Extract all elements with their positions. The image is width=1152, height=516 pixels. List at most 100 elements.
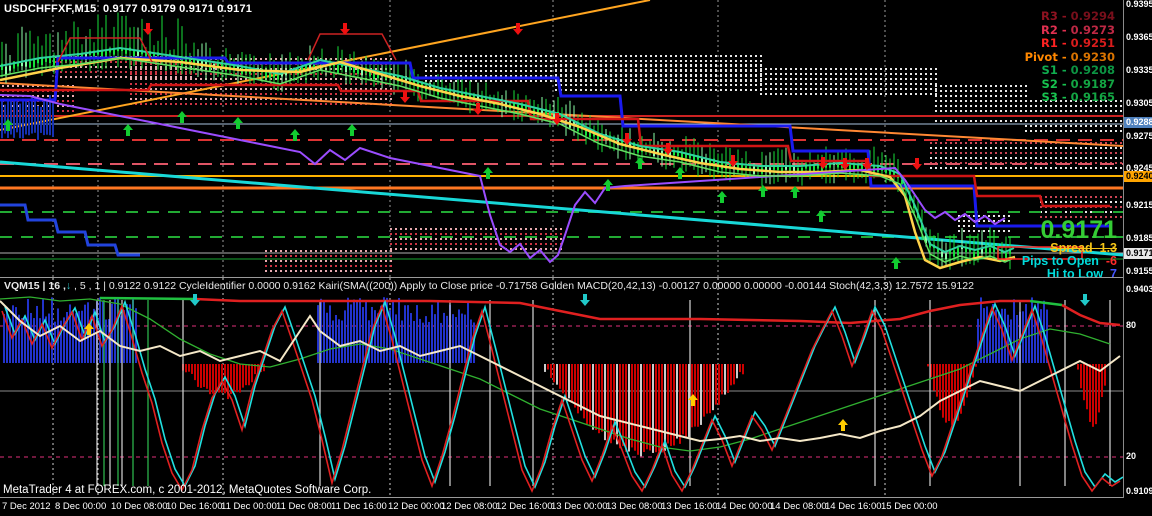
pivot-label: S2: [1041, 76, 1058, 91]
pivot-sep: -: [1057, 9, 1071, 23]
time-label: 14 Dec 08:00: [770, 501, 827, 512]
moving-averages: [0, 46, 1016, 270]
symbol-period: USDCHFFXF,M15: [4, 3, 97, 15]
indicator-axis-sub-bottom: 0.9109: [1126, 486, 1152, 496]
price-tick: 0.9275: [1126, 131, 1152, 141]
indicator-header: VQM15 | 16 ,↓ , 5 , 1 | 0.9122 0.9122 Cy…: [4, 280, 974, 292]
price-tick: 0.9335: [1126, 65, 1152, 75]
pivot-sep: -: [1057, 90, 1071, 104]
time-label: 14 Dec 00:00: [716, 501, 773, 512]
pivot-row-r3: R3 - 0.9294: [1025, 9, 1115, 24]
trend-lines: [0, 0, 1123, 257]
pips-value: -6: [1105, 254, 1117, 268]
pivot-value: 0.9251: [1070, 36, 1115, 50]
quote-box: 0.9171 Spread 1.3 Pips to Open -6 Hi to …: [1022, 218, 1117, 278]
indicator-values: , 5 , 1 | 0.9122 0.9122 CycleIdentifier …: [71, 280, 974, 292]
indicator-axis-sub-low: 20: [1126, 451, 1137, 461]
sell-arrows: [143, 23, 922, 170]
price-axis[interactable]: 0.9395 0.9365 0.9335 0.9305 0.9275 0.9245 0.92…: [1123, 0, 1152, 498]
price-tick: 0.9305: [1126, 98, 1152, 108]
time-label: 11 Dec 00:00: [221, 501, 277, 512]
hilo-label: Hi to Low: [1046, 267, 1111, 278]
up-signal-arrows: [84, 323, 848, 431]
time-label: 15 Dec 00:00: [881, 501, 938, 512]
time-label: 7 Dec 2012: [2, 501, 51, 512]
indicator-subwindow[interactable]: VQM15 | 16 ,↓ , 5 , 1 | 0.9122 0.9122 Cy…: [0, 278, 1123, 498]
pivot-levels-panel: R3 - 0.9294 R2 - 0.9273 R1 - 0.9251 Pivot -…: [1024, 9, 1115, 105]
red-signal-hats: [57, 33, 397, 63]
pivot-value: 0.9230: [1070, 49, 1115, 64]
pivot-row-pivot: Pivot - 0.9230: [1024, 49, 1115, 65]
spread-row: Spread 1.3: [1022, 242, 1117, 255]
time-label: 12 Dec 08:00: [441, 501, 498, 512]
main-chart-panel[interactable]: USDCHFFXF,M15 0.9177 0.9179 0.9171 0.917…: [0, 0, 1123, 278]
price-tick: 0.9365: [1126, 32, 1152, 42]
time-label: 10 Dec 08:00: [111, 501, 168, 512]
price-tick: 0.9155: [1126, 266, 1152, 276]
param-down-arrow-icon: ↓: [65, 280, 72, 292]
pips-to-open-row: Pips to Open -6: [1022, 255, 1117, 268]
pivot-value: 0.9294: [1070, 9, 1115, 23]
pivot-row-s3: S3 - 0.9165: [1025, 90, 1115, 105]
current-price: 0.9171: [1040, 216, 1117, 244]
pivot-row-s2: S2 - 0.9187: [1025, 76, 1115, 92]
time-label: 13 Dec 00:00: [551, 501, 608, 512]
overbought-oversold-levels: [0, 325, 1123, 458]
pivot-label: S1: [1041, 63, 1058, 77]
candlesticks: [1, 12, 1011, 270]
time-label: 11 Dec 08:00: [276, 501, 332, 512]
pivot-row-r1: R1 - 0.9251: [1025, 36, 1115, 51]
pivot-value: 0.9208: [1070, 63, 1115, 77]
time-label: 10 Dec 16:00: [166, 501, 223, 512]
down-signal-arrows: [190, 294, 1090, 306]
pivot-label: R1: [1040, 36, 1058, 50]
pivot-label: Pivot: [1024, 49, 1058, 64]
pivot-sep: -: [1057, 49, 1071, 64]
copyright-text: MetaTrader 4 at FOREX.com, c 2001-2012, …: [3, 484, 372, 496]
indicator-canvas[interactable]: [0, 278, 1123, 497]
pivot-sep: -: [1057, 36, 1071, 50]
indicator-axis-sub-high: 80: [1126, 320, 1137, 330]
price-tag: 0.9240: [1124, 171, 1152, 182]
hilo-value: 7: [1110, 267, 1117, 278]
time-label: 8 Dec 00:00: [55, 501, 107, 512]
time-label: 13 Dec 16:00: [661, 501, 718, 512]
hi-to-low-row: Hi to Low 7: [1022, 268, 1117, 278]
price-tick: 0.9215: [1126, 200, 1152, 210]
time-label: 12 Dec 16:00: [496, 501, 553, 512]
time-label: 14 Dec 16:00: [825, 501, 882, 512]
pivot-value: 0.9273: [1070, 22, 1115, 37]
pivot-row-r2: R2 - 0.9273: [1025, 22, 1115, 38]
chart-title: USDCHFFXF,M15 0.9177 0.9179 0.9171 0.917…: [4, 3, 252, 15]
signal-red-box: [997, 246, 1083, 260]
ohlc-readout: 0.9177 0.9179 0.9171 0.9171: [102, 3, 253, 15]
pivot-value: 0.9187: [1070, 76, 1115, 91]
price-tick: 0.9185: [1126, 233, 1152, 243]
price-tag: 0.9171: [1124, 248, 1152, 259]
pivot-label: R3: [1040, 9, 1058, 23]
price-tag: 0.9288: [1124, 117, 1152, 128]
time-axis[interactable]: 7 Dec 2012 8 Dec 00:00 10 Dec 08:00 10 Dec …: [0, 498, 1123, 516]
time-label: 13 Dec 08:00: [606, 501, 663, 512]
price-tick: 0.9395: [1126, 0, 1152, 9]
pivot-sep: -: [1057, 22, 1071, 37]
left-navy-cluster: [1, 95, 54, 140]
pivot-sep: -: [1057, 76, 1071, 91]
pivot-label: S3: [1041, 90, 1058, 104]
step-lines: [0, 56, 1110, 257]
pivot-row-s1: S1 - 0.9208: [1025, 63, 1115, 78]
buy-arrows: [3, 111, 901, 269]
main-chart-canvas[interactable]: [0, 0, 1123, 277]
price-tick: 0.9245: [1126, 163, 1152, 173]
time-label: 12 Dec 00:00: [388, 501, 445, 512]
pips-label: Pips to Open: [1021, 254, 1106, 268]
oscillator-lines: [0, 296, 1123, 493]
pivot-label: R2: [1040, 22, 1058, 37]
pivot-sep: -: [1057, 63, 1071, 77]
spread-label: Spread 1.3: [1050, 241, 1117, 255]
pivot-value: 0.9165: [1070, 90, 1115, 104]
time-label: 11 Dec 16:00: [331, 501, 387, 512]
indicator-name: VQM15 | 16 ,: [4, 280, 66, 292]
indicator-axis-sub-top: 0.9403: [1126, 284, 1152, 294]
